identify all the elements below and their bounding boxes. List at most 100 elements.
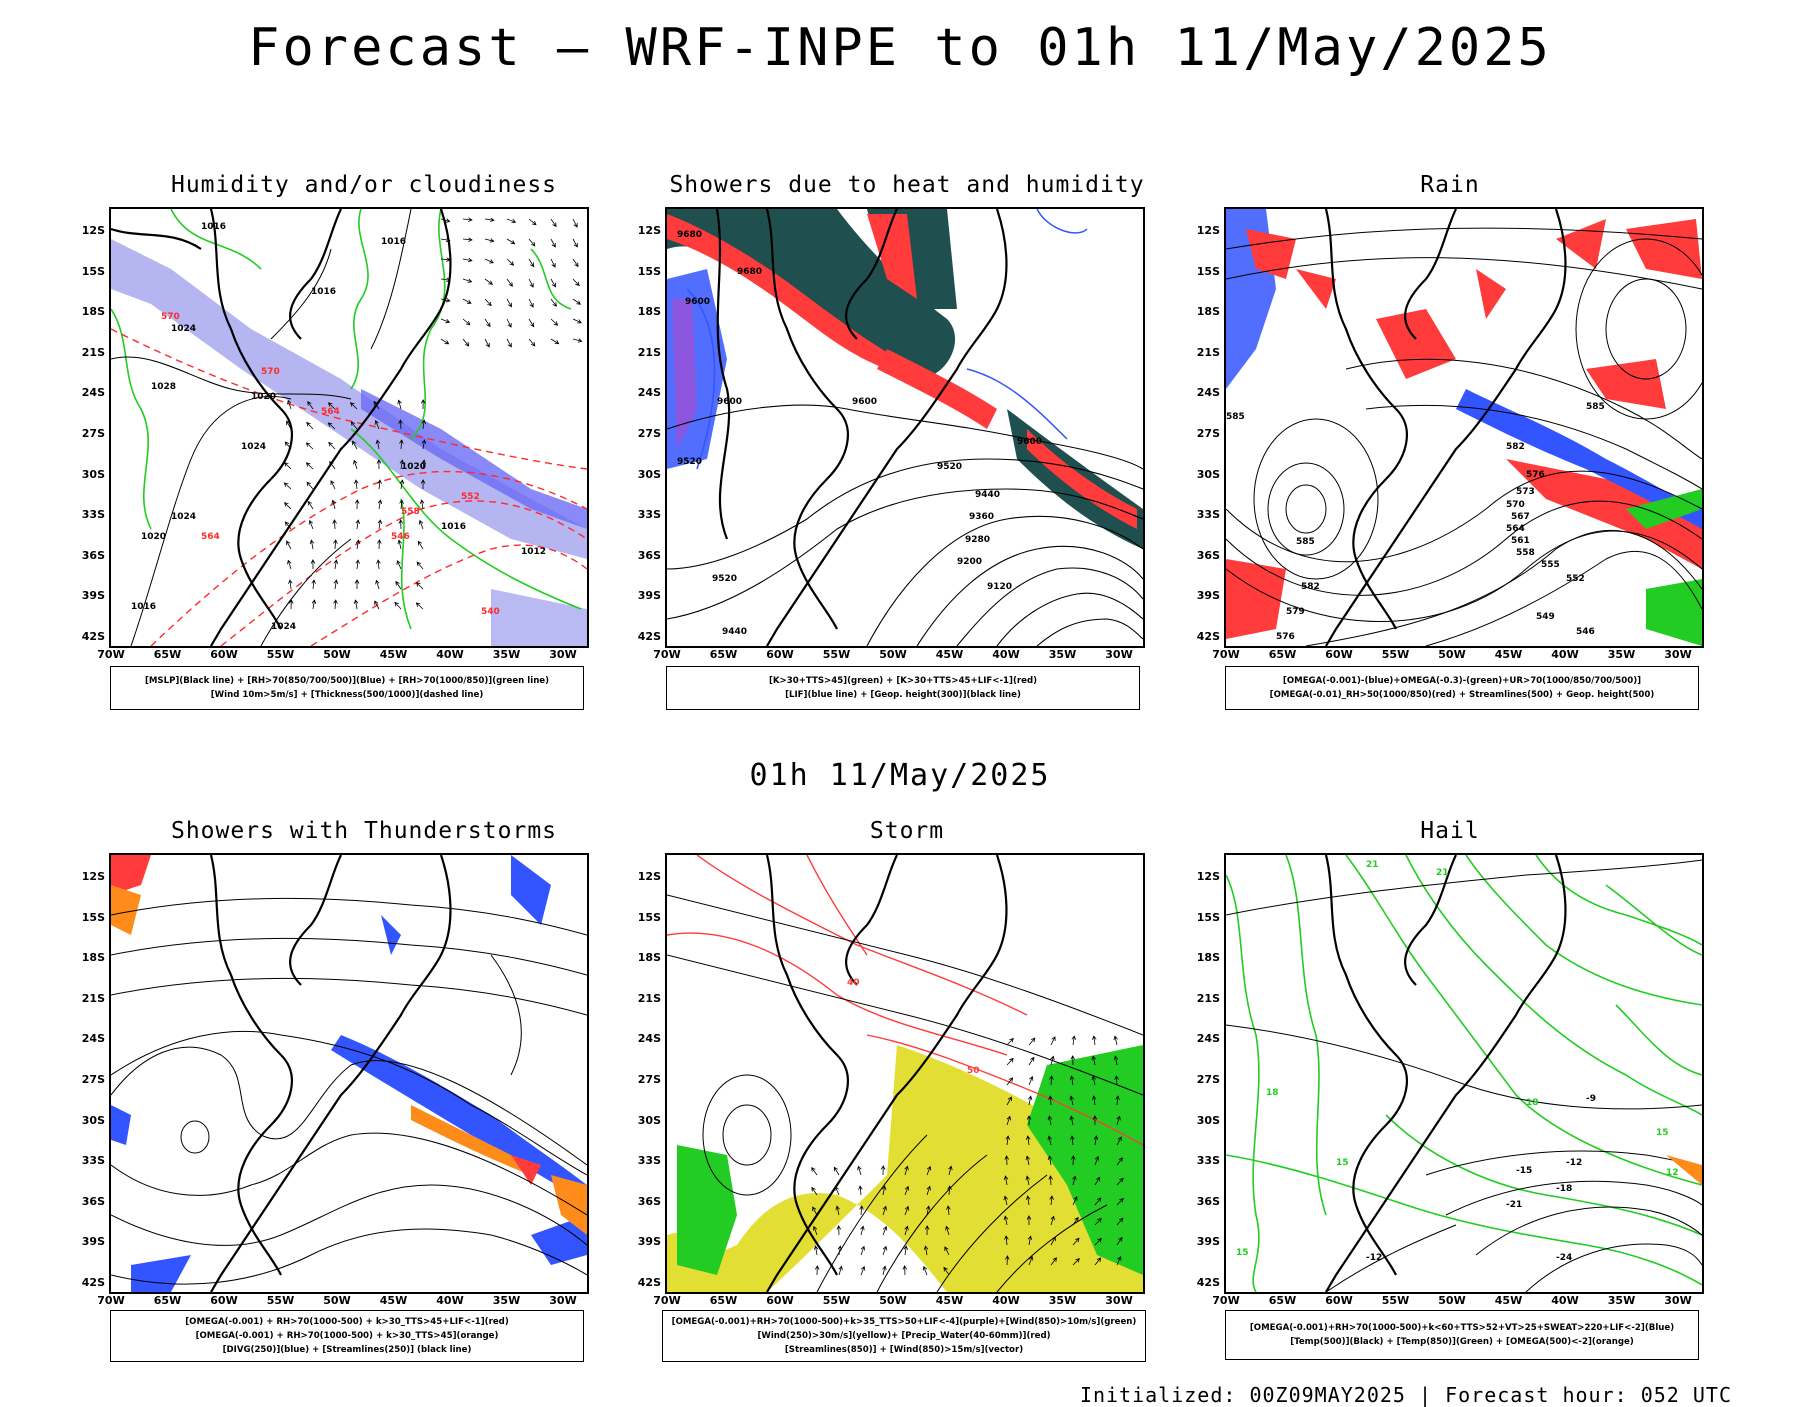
legend-line: [DIVG(250)](blue) + [Streamlines(250)] (… bbox=[222, 1345, 472, 1355]
wind-arrow bbox=[398, 419, 403, 430]
wind-arrow bbox=[1094, 1176, 1101, 1186]
wind-arrow bbox=[1116, 1157, 1123, 1166]
lat-tick-label: 27S bbox=[637, 427, 661, 440]
wind-arrow bbox=[352, 440, 358, 450]
wind-arrow bbox=[1047, 1155, 1053, 1166]
wind-arrow bbox=[462, 278, 473, 283]
wind-arrow bbox=[328, 441, 336, 450]
wind-arrow bbox=[944, 1246, 950, 1256]
lon-tick-label: 35W bbox=[492, 1294, 521, 1307]
wind-arrow bbox=[550, 318, 559, 326]
wind-arrow bbox=[284, 502, 292, 510]
lat-tick-label: 18S bbox=[81, 305, 105, 319]
svg-text:-15: -15 bbox=[1516, 1166, 1532, 1176]
wind-arrow bbox=[813, 1245, 819, 1256]
wind-arrow bbox=[506, 258, 515, 266]
wind-arrow bbox=[506, 238, 516, 245]
legend-line: [OMEGA(-0.001)+RH>70(1000-500)+k>35_TTS>… bbox=[671, 1317, 1137, 1327]
wind-arrow bbox=[305, 462, 314, 470]
wind-arrow bbox=[374, 419, 380, 430]
wind-arrow bbox=[882, 1245, 888, 1256]
wind-arrow bbox=[353, 599, 359, 610]
lon-tick-label: 40W bbox=[436, 1294, 464, 1307]
map-humidity-canvas: 1016 1016 1016 1024 1028 1020 1024 1024 … bbox=[111, 209, 587, 646]
legend-line: [OMEGA(-0.001)-(blue)+OMEGA(-0.3)-(green… bbox=[1282, 676, 1642, 686]
lat-tick-label: 33S bbox=[81, 508, 105, 522]
wind-arrow bbox=[1028, 1075, 1034, 1086]
wind-arrow bbox=[528, 338, 536, 347]
lon-tick-label: 40W bbox=[992, 1294, 1020, 1307]
lon-tick-label: 45W bbox=[379, 1294, 408, 1307]
wind-arrow bbox=[440, 338, 450, 345]
wind-arrow bbox=[1072, 1175, 1077, 1186]
wind-arrow bbox=[307, 401, 314, 410]
wind-arrow bbox=[398, 519, 404, 530]
wind-arrow bbox=[1006, 1115, 1011, 1126]
svg-text:9600: 9600 bbox=[1017, 437, 1042, 447]
lat-tick-label: 12S bbox=[81, 870, 105, 883]
svg-text:-21: -21 bbox=[1506, 1200, 1522, 1210]
wind-arrow bbox=[923, 1245, 929, 1256]
svg-text:9600: 9600 bbox=[717, 397, 742, 407]
wind-arrow bbox=[397, 399, 402, 410]
lon-tick-label: 35W bbox=[1048, 648, 1077, 661]
panel-title-hail: Hail bbox=[1420, 818, 1480, 844]
lat-tick-label: 42S bbox=[637, 630, 661, 643]
wind-arrow bbox=[284, 521, 292, 530]
lat-tick-label: 21S bbox=[1196, 345, 1220, 359]
wind-arrow bbox=[572, 258, 579, 268]
svg-text:582: 582 bbox=[1301, 582, 1320, 592]
lon-tick-label: 30W bbox=[1105, 648, 1133, 661]
svg-text:18: 18 bbox=[1266, 1088, 1279, 1098]
lon-tick-label: 50W bbox=[879, 648, 907, 661]
lon-tick-label: 70W bbox=[653, 648, 681, 661]
label-1020b: 1020 bbox=[141, 532, 166, 542]
panel-title-thunderstorms: Showers with Thunderstorms bbox=[170, 818, 558, 844]
svg-text:570: 570 bbox=[261, 367, 280, 377]
lon-tick-label: 35W bbox=[492, 648, 521, 661]
wind-arrow bbox=[1072, 1257, 1080, 1266]
lon-tick-label: 40W bbox=[1551, 648, 1579, 661]
wind-arrow bbox=[376, 559, 381, 570]
wind-arrow bbox=[1027, 1095, 1033, 1106]
svg-text:540: 540 bbox=[481, 607, 500, 617]
wind-arrow bbox=[311, 579, 316, 590]
lon-tick-label: 65W bbox=[153, 648, 182, 661]
legend-line: [Wind(250)>30m/s](yellow)+ [Precip_Water… bbox=[757, 1331, 1051, 1341]
wind-arrow bbox=[1113, 1035, 1118, 1046]
lat-tick-label: 12S bbox=[637, 224, 661, 237]
lat-tick-label: 33S bbox=[1196, 1154, 1220, 1168]
wind-arrow bbox=[947, 1185, 952, 1196]
svg-text:18: 18 bbox=[1526, 1098, 1539, 1108]
legend-line: [MSLP](Black line) + [RH>70(850/700/500)… bbox=[144, 676, 550, 686]
lon-tick-label: 60W bbox=[1325, 1294, 1353, 1307]
lat-tick-label: 30S bbox=[1196, 1113, 1220, 1127]
svg-text:-18: -18 bbox=[1556, 1184, 1572, 1194]
svg-text:-9: -9 bbox=[1586, 1094, 1596, 1104]
lat-tick-label: 33S bbox=[637, 1154, 661, 1168]
wind-arrow bbox=[305, 442, 314, 450]
wind-arrow bbox=[354, 499, 360, 510]
wind-arrow bbox=[484, 278, 493, 285]
wind-arrow bbox=[399, 479, 405, 490]
wind-arrow bbox=[550, 258, 556, 268]
lon-tick-label: 55W bbox=[822, 1294, 851, 1307]
lat-tick-label: 39S bbox=[1196, 589, 1220, 603]
lon-tick-label: 40W bbox=[436, 648, 464, 661]
wind-arrow bbox=[859, 1205, 864, 1216]
wind-arrow bbox=[904, 1165, 909, 1176]
wind-arrow bbox=[421, 439, 427, 450]
lat-tick-label: 27S bbox=[1196, 1073, 1220, 1086]
lat-tick-label: 12S bbox=[1196, 870, 1220, 883]
wind-arrow bbox=[1069, 1115, 1075, 1126]
wind-arrow bbox=[333, 559, 339, 570]
lat-tick-label: 21S bbox=[637, 345, 661, 359]
wind-arrow bbox=[924, 1225, 930, 1236]
wind-arrow bbox=[1025, 1135, 1031, 1146]
wind-arrow bbox=[1070, 1135, 1075, 1146]
legend-line: [OMEGA(-0.001) + RH>70(1000-500) + k>30_… bbox=[185, 1317, 509, 1327]
lon-tick-label: 65W bbox=[1268, 1294, 1297, 1307]
wind-arrow bbox=[881, 1185, 887, 1196]
lon-tick-label: 40W bbox=[1551, 1294, 1579, 1307]
lat-tick-label: 36S bbox=[1196, 1194, 1220, 1208]
